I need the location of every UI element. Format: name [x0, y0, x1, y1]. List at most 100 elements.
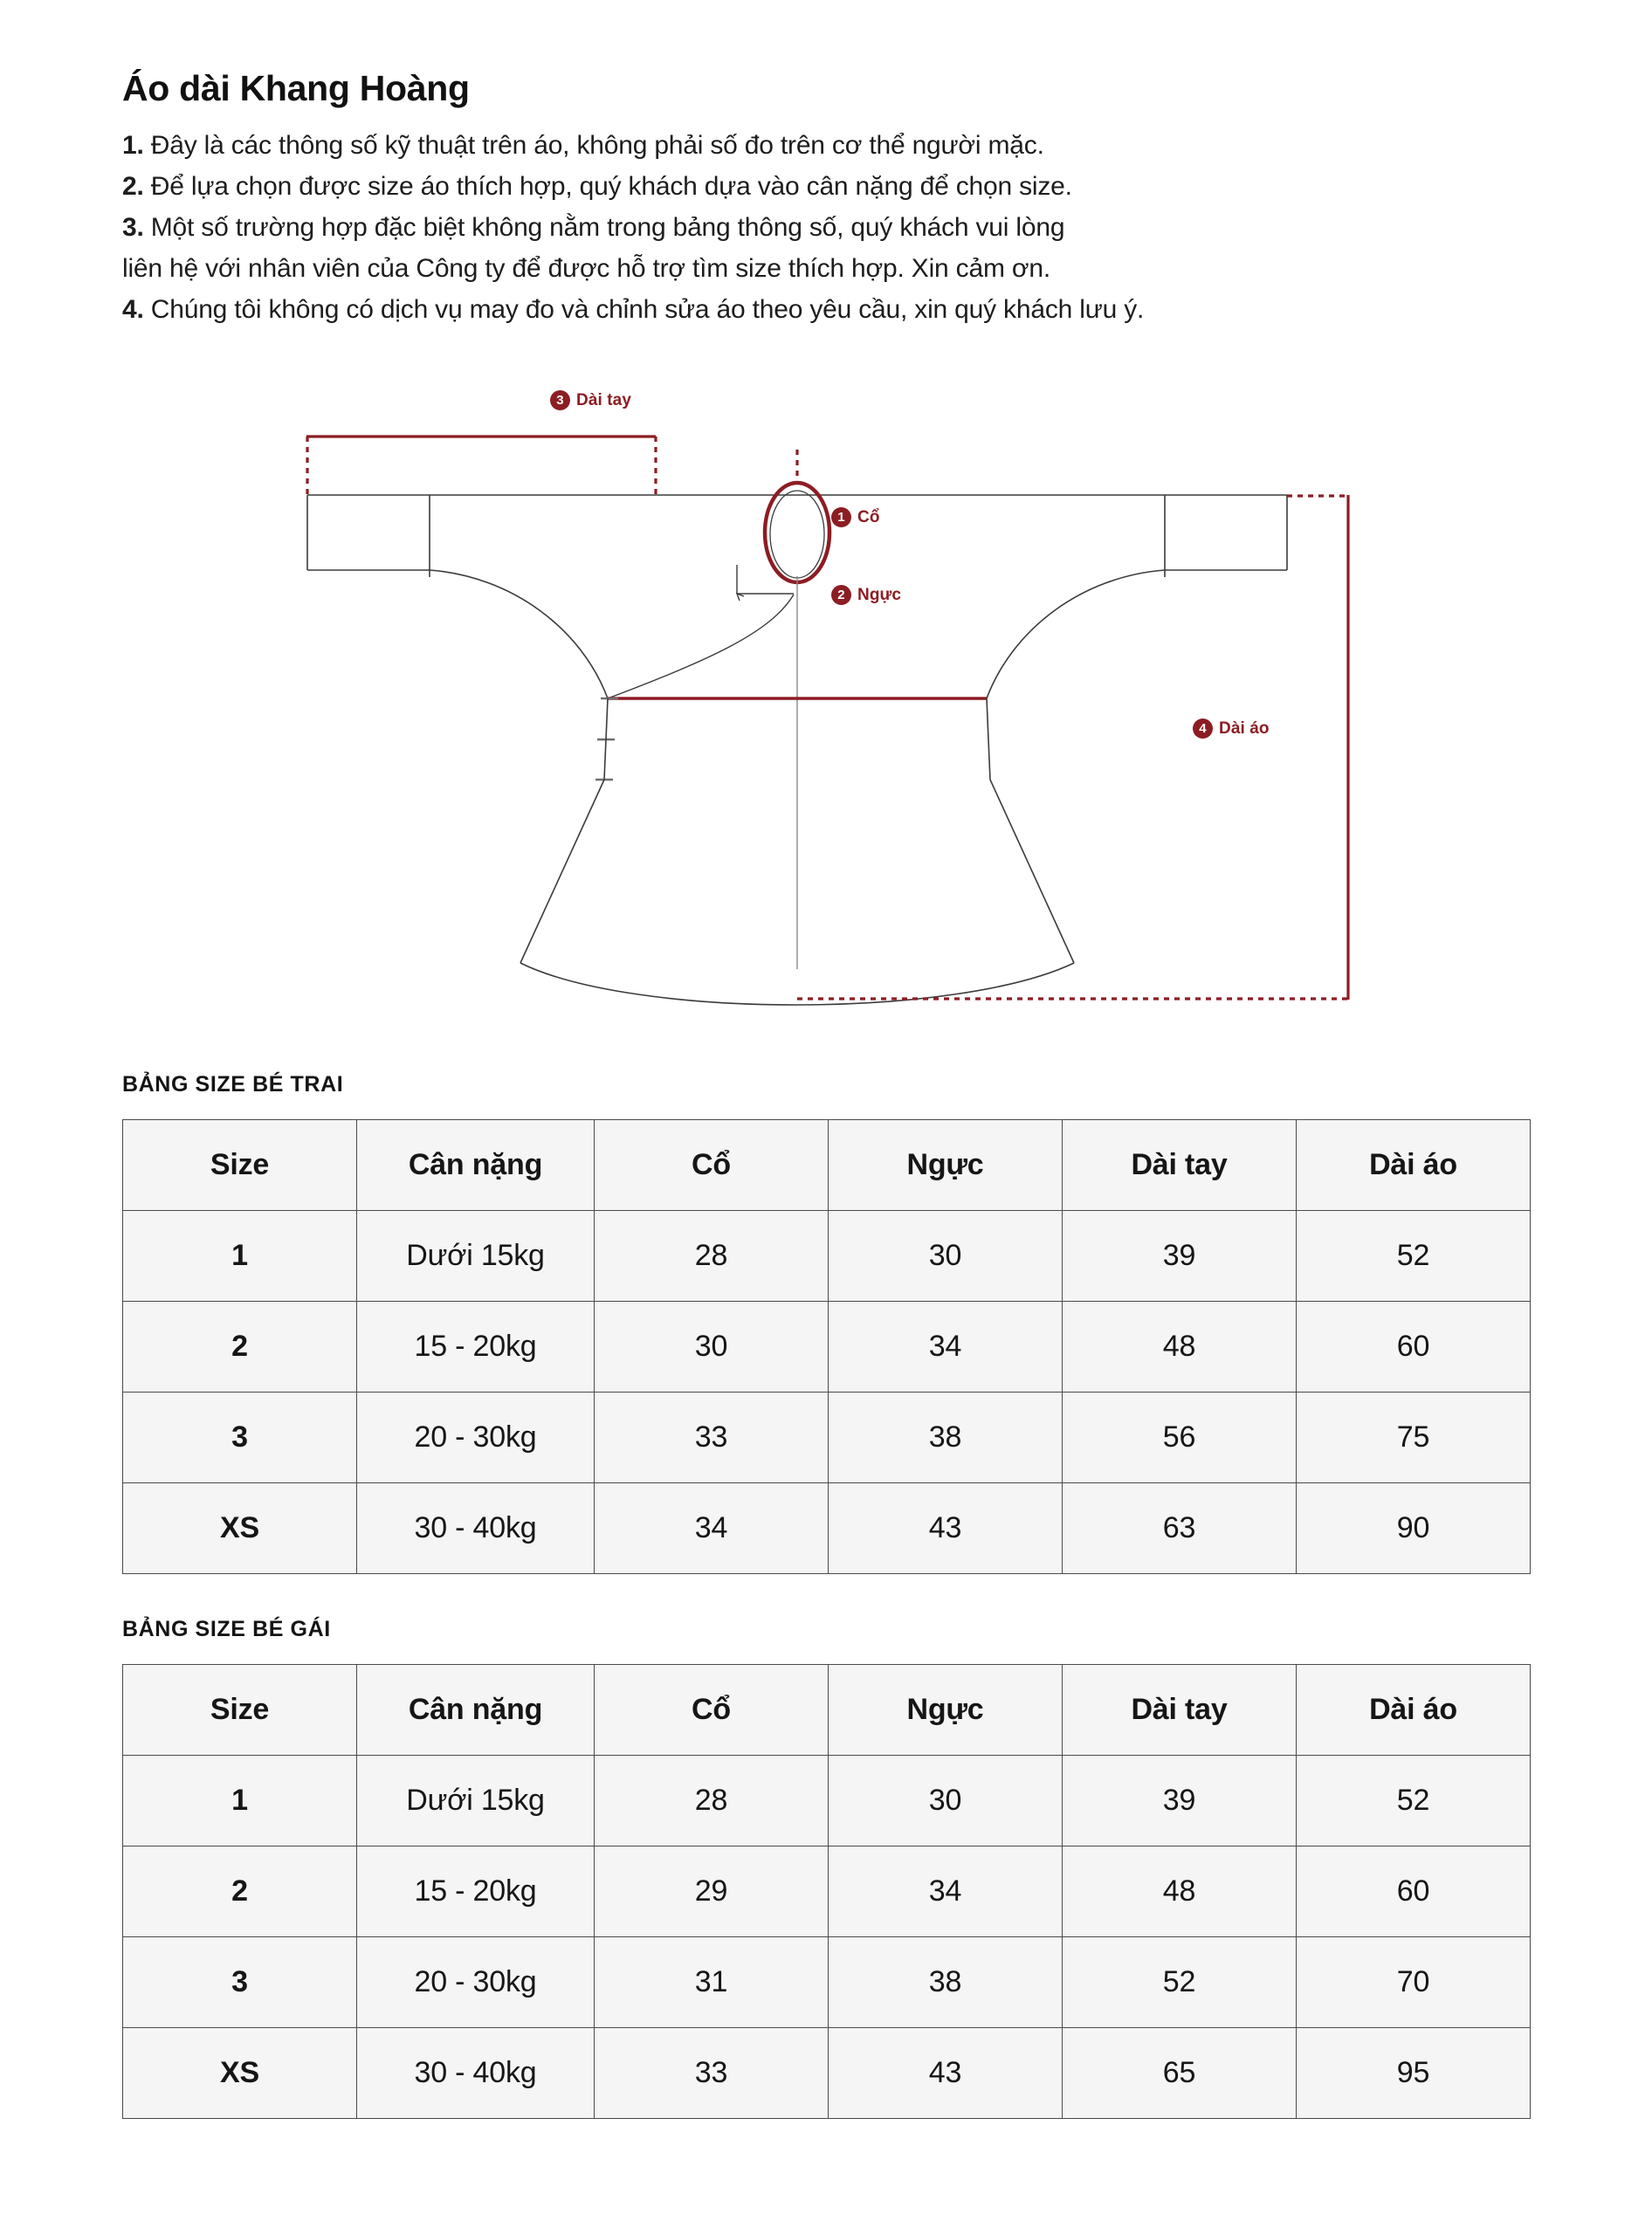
- cell-sleeve-length: 65: [1062, 2027, 1297, 2119]
- label-number-2: 2: [831, 585, 851, 605]
- skirt-left-edge: [520, 698, 609, 964]
- cell-chest: 38: [828, 1392, 1063, 1483]
- cell-size: XS: [122, 2027, 357, 2119]
- note-text: liên hệ với nhân viên của Công ty để đượ…: [122, 254, 1050, 283]
- column-header-weight: Cân nặng: [356, 1664, 595, 1756]
- table-header-row: Size Cân nặng Cổ Ngực Dài tay Dài áo: [122, 1664, 1531, 1756]
- column-header-chest: Ngực: [828, 1664, 1063, 1756]
- cell-size: 1: [122, 1210, 357, 1302]
- cell-weight: 30 - 40kg: [356, 2027, 595, 2119]
- cell-weight: Dưới 15kg: [356, 1755, 595, 1846]
- garment-diagram: 3 Dài tay 1 Cổ 2 Ngực 4 Dài áo: [0, 390, 1652, 1035]
- cell-garment-length: 90: [1296, 1482, 1531, 1574]
- cell-garment-length: 52: [1296, 1210, 1531, 1302]
- cell-size: 2: [122, 1846, 357, 1937]
- collar-inner-outline: [769, 490, 825, 579]
- cell-weight: 20 - 30kg: [356, 1392, 595, 1483]
- cell-size: XS: [122, 1482, 357, 1574]
- label-number-1: 1: [831, 507, 851, 527]
- girls-size-table: Size Cân nặng Cổ Ngực Dài tay Dài áo 1 D…: [122, 1664, 1531, 2119]
- table-row: XS 30 - 40kg 33 43 65 95: [122, 2027, 1531, 2119]
- table-row: 2 15 - 20kg 30 34 48 60: [122, 1301, 1531, 1393]
- cell-sleeve-length: 48: [1062, 1846, 1297, 1937]
- label-chest: 2 Ngực: [831, 585, 901, 605]
- intro-note-2: 2. Để lựa chọn được size áo thích hợp, q…: [122, 166, 1537, 207]
- note-text: Đây là các thông số kỹ thuật trên áo, kh…: [150, 131, 1044, 160]
- column-header-collar: Cổ: [594, 1119, 829, 1211]
- cell-size: 1: [122, 1755, 357, 1846]
- placket-arrow: [735, 592, 745, 602]
- cell-garment-length: 52: [1296, 1755, 1531, 1846]
- intro-note-3-continuation: liên hệ với nhân viên của Công ty để đượ…: [122, 248, 1537, 289]
- label-collar: 1 Cổ: [831, 507, 880, 527]
- cell-collar: 31: [594, 1936, 829, 2028]
- garment-svg: [306, 435, 1350, 1006]
- label-text-collar: Cổ: [857, 507, 880, 526]
- cell-collar: 28: [594, 1210, 829, 1302]
- cell-collar: 28: [594, 1755, 829, 1846]
- intro-note-4: 4. Chúng tôi không có dịch vụ may đo và …: [122, 289, 1537, 330]
- right-underarm-curve: [986, 569, 1166, 699]
- left-underarm-curve: [429, 569, 609, 699]
- cell-sleeve-length: 48: [1062, 1301, 1297, 1393]
- cell-sleeve-length: 39: [1062, 1210, 1297, 1302]
- boys-size-table: Size Cân nặng Cổ Ngực Dài tay Dài áo 1 D…: [122, 1119, 1531, 1574]
- intro-block: Áo dài Khang Hoàng 1. Đây là các thông s…: [122, 68, 1537, 330]
- boys-table-heading: BẢNG SIZE BÉ TRAI: [122, 1072, 344, 1097]
- cell-sleeve-length: 56: [1062, 1392, 1297, 1483]
- cell-weight: Dưới 15kg: [356, 1210, 595, 1302]
- cell-chest: 34: [828, 1301, 1063, 1393]
- cell-garment-length: 75: [1296, 1392, 1531, 1483]
- girls-table-heading: BẢNG SIZE BÉ GÁI: [122, 1617, 331, 1641]
- cell-collar: 33: [594, 2027, 829, 2119]
- column-header-weight: Cân nặng: [356, 1119, 595, 1211]
- note-text: Chúng tôi không có dịch vụ may đo và chỉ…: [150, 295, 1145, 324]
- cell-chest: 43: [828, 1482, 1063, 1574]
- boys-size-section: BẢNG SIZE BÉ TRAI Size Cân nặng Cổ Ngực …: [122, 1072, 1531, 1574]
- table-row: 3 20 - 30kg 31 38 52 70: [122, 1936, 1531, 2028]
- cell-collar: 30: [594, 1301, 829, 1393]
- note-number: 3.: [122, 213, 144, 242]
- collar-outline: [762, 480, 832, 585]
- cell-garment-length: 70: [1296, 1936, 1531, 2028]
- cell-garment-length: 95: [1296, 2027, 1531, 2119]
- column-header-size: Size: [122, 1119, 357, 1211]
- label-text-chest: Ngực: [857, 585, 902, 604]
- cell-weight: 30 - 40kg: [356, 1482, 595, 1574]
- cell-size: 3: [122, 1936, 357, 2028]
- table-header-row: Size Cân nặng Cổ Ngực Dài tay Dài áo: [122, 1119, 1531, 1211]
- girls-size-section: BẢNG SIZE BÉ GÁI Size Cân nặng Cổ Ngực D…: [122, 1617, 1531, 2119]
- table-row: 3 20 - 30kg 33 38 56 75: [122, 1392, 1531, 1483]
- column-header-sleeve: Dài tay: [1062, 1664, 1297, 1756]
- cell-sleeve-length: 63: [1062, 1482, 1297, 1574]
- column-header-chest: Ngực: [828, 1119, 1063, 1211]
- cell-garment-length: 60: [1296, 1301, 1531, 1393]
- note-number: 2.: [122, 172, 144, 201]
- skirt-right-edge: [986, 698, 1075, 964]
- cell-sleeve-length: 39: [1062, 1755, 1297, 1846]
- table-row: XS 30 - 40kg 34 43 63 90: [122, 1482, 1531, 1574]
- cell-chest: 43: [828, 2027, 1063, 2119]
- column-header-length: Dài áo: [1296, 1119, 1531, 1211]
- front-opening-seam: [607, 594, 795, 699]
- intro-note-1: 1. Đây là các thông số kỹ thuật trên áo,…: [122, 125, 1537, 166]
- table-row: 1 Dưới 15kg 28 30 39 52: [122, 1210, 1531, 1302]
- cell-weight: 15 - 20kg: [356, 1301, 595, 1393]
- label-number-3: 3: [550, 390, 570, 410]
- table-row: 2 15 - 20kg 29 34 48 60: [122, 1846, 1531, 1937]
- page-title: Áo dài Khang Hoàng: [122, 68, 470, 108]
- note-number: 1.: [122, 131, 144, 160]
- column-header-length: Dài áo: [1296, 1664, 1531, 1756]
- label-text-garment-length: Dài áo: [1219, 719, 1270, 738]
- column-header-size: Size: [122, 1664, 357, 1756]
- cell-weight: 15 - 20kg: [356, 1846, 595, 1937]
- cell-chest: 30: [828, 1755, 1063, 1846]
- cell-collar: 29: [594, 1846, 829, 1937]
- hem-curve: [520, 962, 1075, 1006]
- label-garment-length: 4 Dài áo: [1193, 719, 1270, 739]
- table-row: 1 Dưới 15kg 28 30 39 52: [122, 1755, 1531, 1846]
- cell-sleeve-length: 52: [1062, 1936, 1297, 2028]
- cell-size: 3: [122, 1392, 357, 1483]
- cell-chest: 38: [828, 1936, 1063, 2028]
